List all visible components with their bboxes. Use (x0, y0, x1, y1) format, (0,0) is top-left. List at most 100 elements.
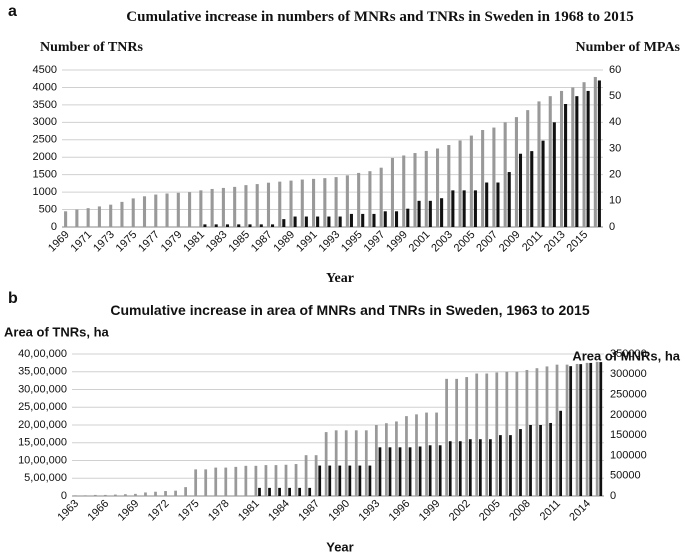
bar (526, 110, 530, 227)
bar (266, 182, 271, 227)
bar (473, 190, 477, 227)
y-tick-label: 0 (61, 490, 67, 502)
bar (214, 224, 218, 227)
y2-tick-label: 150000 (610, 429, 647, 441)
bar (394, 211, 399, 227)
bar (248, 224, 252, 227)
y2-tick-label: 40 (609, 116, 621, 128)
bar (113, 494, 117, 496)
bar (525, 369, 529, 496)
bar (154, 491, 157, 496)
bar (103, 494, 107, 496)
bar (505, 371, 509, 496)
bar (345, 175, 349, 227)
bar (569, 366, 573, 496)
y2-axis-label: Area of MNRs, ha (572, 348, 680, 363)
bar (308, 487, 312, 496)
bar (379, 167, 383, 227)
bar (478, 439, 482, 496)
bar (545, 366, 549, 496)
bar (575, 96, 579, 228)
y-tick-label: 2000 (33, 151, 57, 163)
y2-tick-label: 100000 (610, 449, 647, 461)
bar (334, 430, 338, 496)
y2-tick-label: 60 (609, 64, 621, 76)
bar (564, 104, 568, 227)
bar (120, 201, 124, 227)
bar (154, 194, 158, 227)
x-tick-label: 2015 (564, 229, 590, 255)
bar (593, 76, 597, 227)
bar (458, 441, 462, 496)
bar (349, 213, 353, 227)
bar (436, 148, 440, 227)
bar (507, 172, 511, 227)
bar (481, 130, 485, 227)
bar (559, 410, 563, 496)
bar (383, 211, 387, 227)
x-tick-label: 2003 (429, 229, 455, 255)
bar (415, 414, 418, 496)
bar (234, 466, 238, 496)
bar (75, 209, 79, 227)
bar (586, 90, 590, 227)
x-tick-label: 1997 (362, 229, 388, 255)
bar (124, 494, 127, 496)
bar (338, 465, 342, 496)
bar (284, 464, 288, 496)
bar (385, 423, 388, 496)
bar (514, 117, 518, 227)
bar (174, 490, 177, 496)
x-tick-label: 1993 (317, 229, 343, 255)
bar (440, 198, 444, 227)
bar (529, 425, 532, 496)
y2-tick-label: 10 (609, 195, 621, 207)
x-tick-label: 2002 (447, 498, 473, 524)
bar (374, 425, 378, 496)
bar (134, 493, 137, 496)
x-tick-label: 1987 (296, 498, 322, 524)
bar (304, 455, 308, 496)
bar (537, 101, 541, 227)
bar (244, 465, 248, 496)
bar (184, 487, 188, 496)
bar (589, 362, 593, 496)
bar (142, 196, 147, 227)
bar (364, 430, 368, 496)
bar (165, 193, 169, 227)
bar (244, 185, 248, 227)
y-tick-label: 1000 (33, 186, 57, 198)
x-tick-label: 1990 (326, 498, 352, 524)
bar (327, 216, 331, 227)
x-tick-label: 1979 (159, 229, 185, 255)
x-tick-label: 1975 (114, 229, 140, 255)
panel-label: a (8, 3, 17, 20)
bar (575, 363, 579, 496)
bar (552, 122, 556, 227)
bar (294, 464, 298, 496)
x-tick-label: 1984 (266, 498, 292, 524)
bar (448, 441, 452, 496)
bar (323, 178, 327, 227)
x-tick-label: 2005 (452, 229, 478, 255)
bar (548, 96, 552, 228)
bar (131, 198, 135, 227)
bar (405, 416, 408, 496)
bar (496, 182, 500, 227)
y-tick-label: 4500 (33, 64, 57, 76)
bar (64, 211, 68, 227)
bar (97, 206, 101, 227)
bar (395, 421, 398, 496)
x-tick-label: 2014 (567, 498, 593, 524)
bar (549, 422, 552, 496)
bar (515, 371, 519, 496)
y2-tick-label: 200000 (610, 409, 647, 421)
bar (559, 90, 564, 227)
bar (358, 465, 362, 496)
bar (144, 492, 147, 496)
bar (278, 181, 282, 227)
y-tick-label: 1500 (33, 169, 57, 181)
x-tick-label: 1975 (176, 498, 202, 524)
x-tick-label: 1989 (271, 229, 297, 255)
